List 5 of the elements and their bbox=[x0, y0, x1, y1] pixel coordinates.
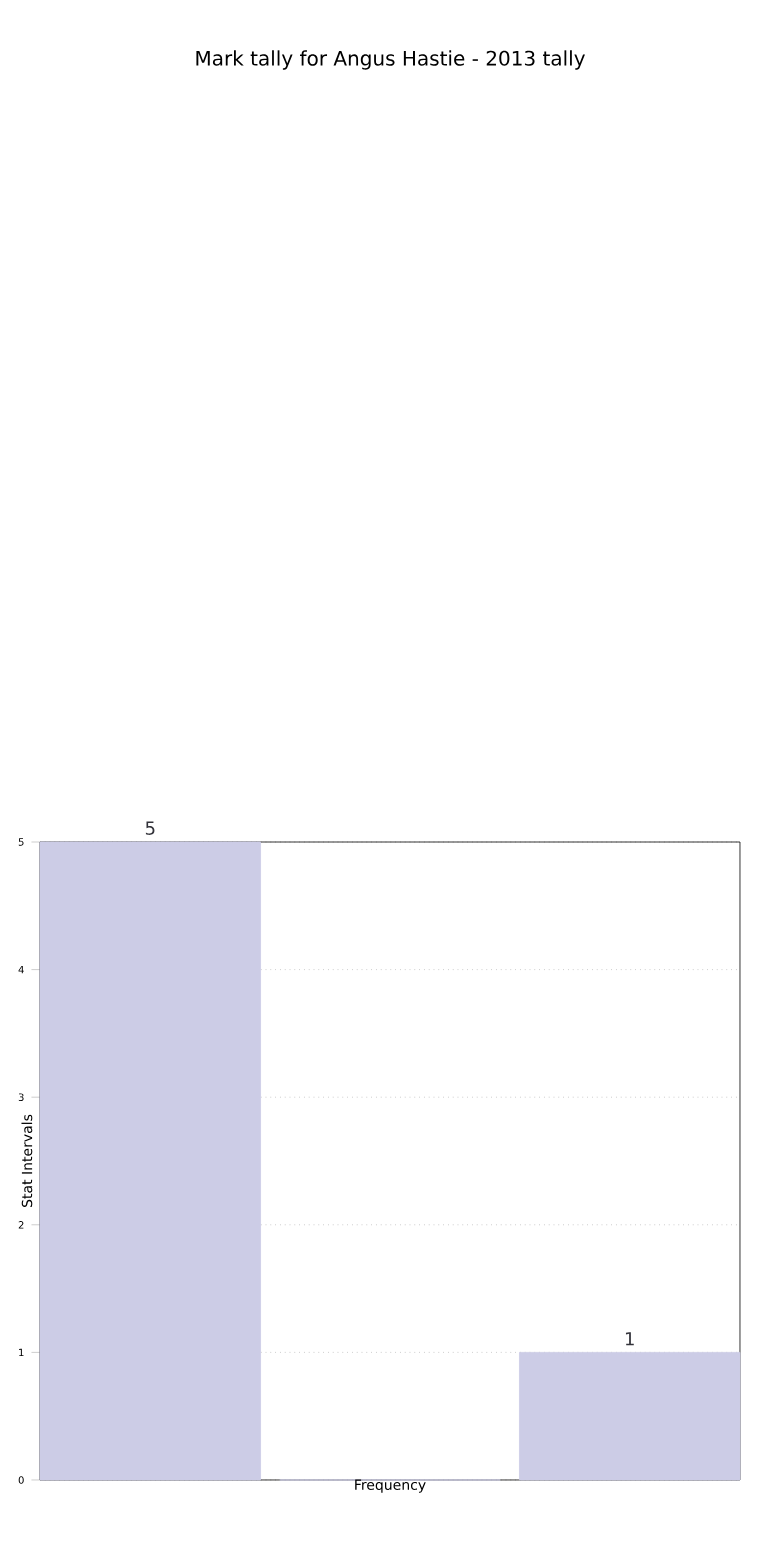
bar bbox=[39, 841, 261, 1481]
chart-title: Mark tally for Angus Hastie - 2013 tally bbox=[196, 50, 585, 70]
data-label: 1 bbox=[625, 1332, 634, 1346]
data-label: 5 bbox=[145, 821, 155, 835]
bar bbox=[519, 1351, 741, 1481]
